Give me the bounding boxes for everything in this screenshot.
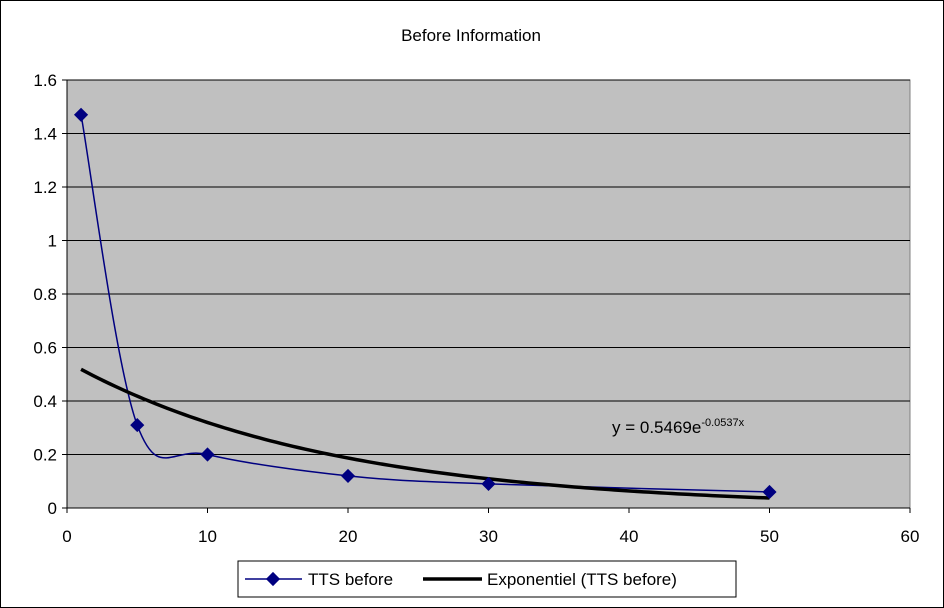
legend-box xyxy=(237,560,737,598)
x-tick-label: 10 xyxy=(198,527,217,546)
y-tick-label: 1 xyxy=(48,232,57,251)
data-point-marker xyxy=(481,476,496,491)
trendline-line xyxy=(80,367,770,500)
x-tick-label: 30 xyxy=(479,527,498,546)
data-point-marker xyxy=(130,418,145,433)
x-tick-label: 40 xyxy=(620,527,639,546)
x-tick-label: 60 xyxy=(901,527,920,546)
y-tick-label: 0.2 xyxy=(33,446,57,465)
legend: TTS before Exponentiel (TTS before) xyxy=(237,560,737,598)
plot-area: 0 0.2 0.4 0.6 0.8 1 1.2 1.4 1.6 0 10 20 30 40 50 60 xyxy=(33,71,919,546)
data-point-marker xyxy=(340,468,356,483)
x-tick-label: 0 xyxy=(62,527,71,546)
legend-series-marker xyxy=(265,571,281,587)
y-tick-label: 1.4 xyxy=(33,125,57,144)
data-point-marker xyxy=(200,447,215,462)
trendline-equation: y = 0.5469e-0.0537x xyxy=(612,417,745,437)
y-tick-label: 0 xyxy=(48,499,57,518)
data-point-marker xyxy=(762,484,777,500)
y-tick-label: 1.6 xyxy=(33,71,57,90)
legend-trendline-label: Exponentiel (TTS before) xyxy=(487,570,677,589)
legend-series-label: TTS before xyxy=(308,570,393,589)
x-tick-label: 20 xyxy=(339,527,358,546)
y-tick-label: 0.6 xyxy=(33,339,57,358)
chart-title: Before Information xyxy=(401,26,541,45)
x-tick-label: 50 xyxy=(760,527,779,546)
y-tick-label: 1.2 xyxy=(33,178,57,197)
y-tick-label: 0.8 xyxy=(33,285,57,304)
equation-base: y = 0.5469e xyxy=(612,418,701,437)
y-tick-label: 0.4 xyxy=(33,392,57,411)
equation-exponent: -0.0537x xyxy=(701,417,744,429)
